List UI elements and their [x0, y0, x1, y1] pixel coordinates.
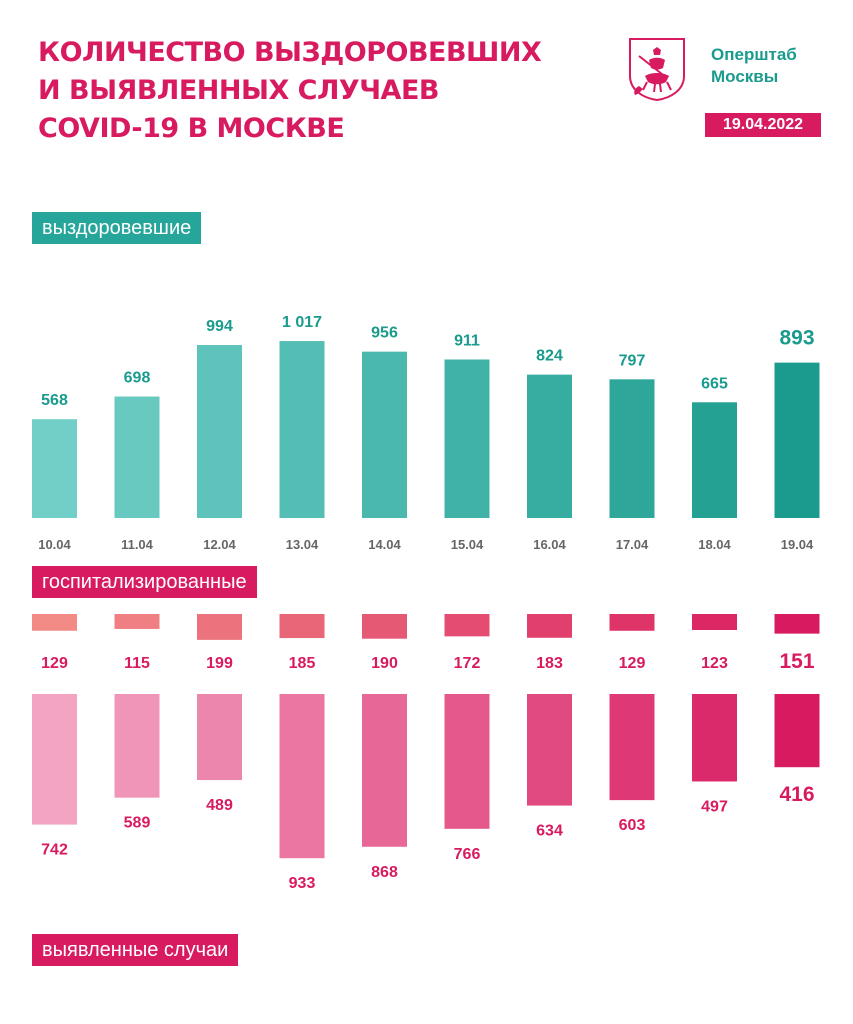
recovered-value-label: 994 — [206, 318, 233, 335]
hospitalized-bar — [444, 614, 490, 637]
new-cases-bar — [279, 694, 325, 859]
hospitalized-bar — [527, 614, 572, 638]
label-hospitalized: госпитализированные — [32, 566, 257, 598]
date-tick-label: 14.04 — [368, 537, 401, 552]
recovered-value-label: 698 — [124, 370, 151, 387]
hospitalized-bar — [279, 614, 325, 639]
new-cases-bar — [527, 694, 572, 806]
recovered-bar — [279, 341, 325, 518]
hospitalized-value-label: 129 — [41, 655, 68, 672]
label-recovered: выздоровевшие — [32, 212, 202, 244]
recovered-bar — [527, 374, 572, 518]
new-cases-value-label: 868 — [371, 864, 398, 881]
recovered-value-label: 893 — [779, 327, 814, 350]
hospitalized-value-label: 123 — [701, 655, 728, 672]
recovered-bar — [32, 419, 77, 518]
recovered-value-label: 568 — [41, 392, 68, 409]
date-tick-label: 13.04 — [286, 537, 319, 552]
new-cases-bar — [444, 694, 490, 829]
hospitalized-bar — [32, 614, 77, 631]
new-cases-value-label: 497 — [701, 798, 728, 815]
recovered-bar — [114, 396, 160, 518]
new-cases-value-label: 603 — [619, 817, 646, 834]
hospitalized-bar — [197, 614, 242, 640]
date-tick-label: 19.04 — [781, 537, 814, 552]
title-line: и выявленных случаев — [38, 75, 439, 106]
recovered-value-label: 956 — [371, 325, 398, 342]
date-tick-label: 11.04 — [121, 537, 154, 552]
new-cases-value-label: 742 — [41, 842, 68, 859]
date-tick-label: 17.04 — [616, 537, 649, 552]
new-cases-bar — [774, 694, 820, 768]
new-cases-value-label: 634 — [536, 823, 563, 840]
new-cases-bar — [609, 694, 655, 801]
hospitalized-value-label: 172 — [454, 655, 481, 672]
new-cases-value-label: 933 — [289, 875, 316, 892]
org-line: Москвы — [711, 67, 779, 86]
org-line: Оперштаб — [711, 45, 797, 64]
hospitalized-value-label: 151 — [779, 650, 814, 673]
hospitalized-bar — [774, 614, 820, 634]
recovered-value-label: 1 017 — [282, 314, 322, 331]
recovered-bar — [692, 402, 737, 518]
label-new-cases: выявленные случаи — [32, 934, 239, 966]
date-tick-label: 15.04 — [451, 537, 484, 552]
hospitalized-bar — [114, 614, 160, 629]
organization-name: Оперштаб Москвы — [711, 44, 797, 88]
recovered-bar — [444, 359, 490, 518]
hospitalized-bar — [362, 614, 407, 639]
page-title: Количество выздоровевших и выявленных сл… — [38, 34, 542, 148]
new-cases-value-label: 416 — [779, 783, 814, 806]
recovered-bar — [197, 345, 242, 518]
date-tick-label: 12.04 — [203, 537, 236, 552]
hospitalized-value-label: 185 — [289, 655, 316, 672]
hospitalized-value-label: 183 — [536, 655, 563, 672]
recovered-value-label: 911 — [454, 332, 480, 349]
new-cases-bar — [362, 694, 407, 847]
hospitalized-value-label: 199 — [206, 655, 233, 672]
date-tick-label: 18.04 — [698, 537, 731, 552]
date-tick-label: 16.04 — [533, 537, 566, 552]
hospitalized-value-label: 129 — [619, 655, 646, 672]
date-tick-label: 10.04 — [38, 537, 71, 552]
new-cases-bar — [692, 694, 737, 782]
recovered-bar — [362, 351, 407, 518]
new-cases-bar — [114, 694, 160, 798]
new-cases-bar — [32, 694, 77, 825]
hospitalized-bar — [609, 614, 655, 631]
recovered-value-label: 797 — [619, 352, 646, 369]
moscow-coat-of-arms-icon — [629, 38, 685, 102]
hospitalized-bar — [692, 614, 737, 630]
recovered-value-label: 665 — [701, 375, 728, 392]
new-cases-value-label: 766 — [454, 846, 481, 863]
title-line: COVID-19 в Москве — [38, 113, 345, 144]
title-line: Количество выздоровевших — [38, 37, 542, 68]
date-badge: 19.04.2022 — [705, 113, 821, 137]
hospitalized-value-label: 115 — [124, 655, 150, 672]
recovered-bar — [609, 379, 655, 518]
recovered-bar — [774, 362, 820, 518]
new-cases-value-label: 589 — [124, 815, 151, 832]
recovered-value-label: 824 — [536, 348, 563, 365]
new-cases-value-label: 489 — [206, 797, 233, 814]
new-cases-bar — [197, 694, 242, 781]
hospitalized-value-label: 190 — [371, 655, 398, 672]
